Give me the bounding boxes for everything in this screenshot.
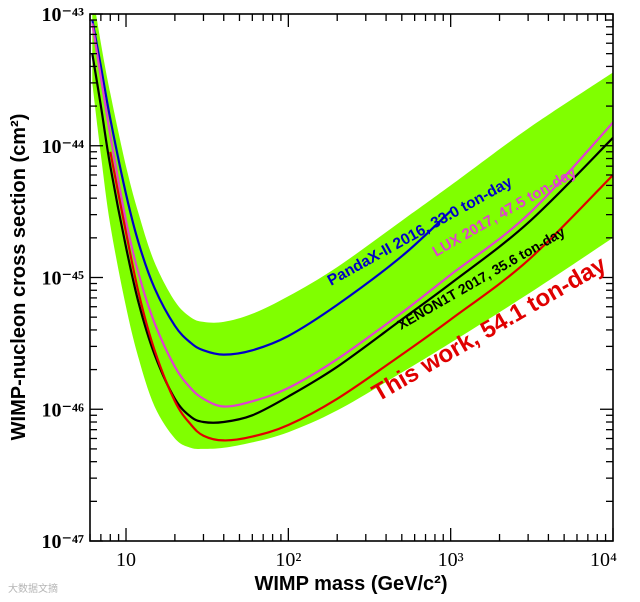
- x-axis-title: WIMP mass (GeV/c²): [254, 573, 447, 595]
- y-tick-label: 10⁻⁴³: [41, 4, 84, 26]
- x-tick-label: 10²: [275, 549, 301, 571]
- x-tick-label: 10⁴: [590, 549, 617, 571]
- pandax-ii-2016-line: [91, 19, 452, 356]
- tick-layer: 10 10² 10³ 10⁴ 10⁻⁴³ 10⁻⁴⁴ 10⁻⁴⁵ 10⁻⁴⁶ 10⁻⁴⁷: [41, 4, 617, 571]
- y-axis-title: WIMP-nucleon cross section (cm²): [8, 114, 30, 441]
- y-tick-label: 10⁻⁴⁴: [41, 136, 84, 158]
- series-layer: [91, 19, 613, 442]
- this-work-line: [109, 151, 613, 442]
- y-tick-label: 10⁻⁴⁵: [41, 268, 84, 290]
- lux-2017-line: [91, 23, 613, 408]
- x-tick-label: 10: [116, 549, 136, 571]
- watermark-logo: 大数据文摘: [8, 584, 58, 595]
- y-tick-label: 10⁻⁴⁶: [41, 399, 84, 421]
- band-layer: [92, 14, 613, 450]
- sensitivity-band: [92, 14, 613, 450]
- x-tick-label: 10³: [438, 549, 464, 571]
- xenon1t-2017-line: [91, 53, 613, 424]
- y-tick-label: 10⁻⁴⁷: [41, 531, 84, 553]
